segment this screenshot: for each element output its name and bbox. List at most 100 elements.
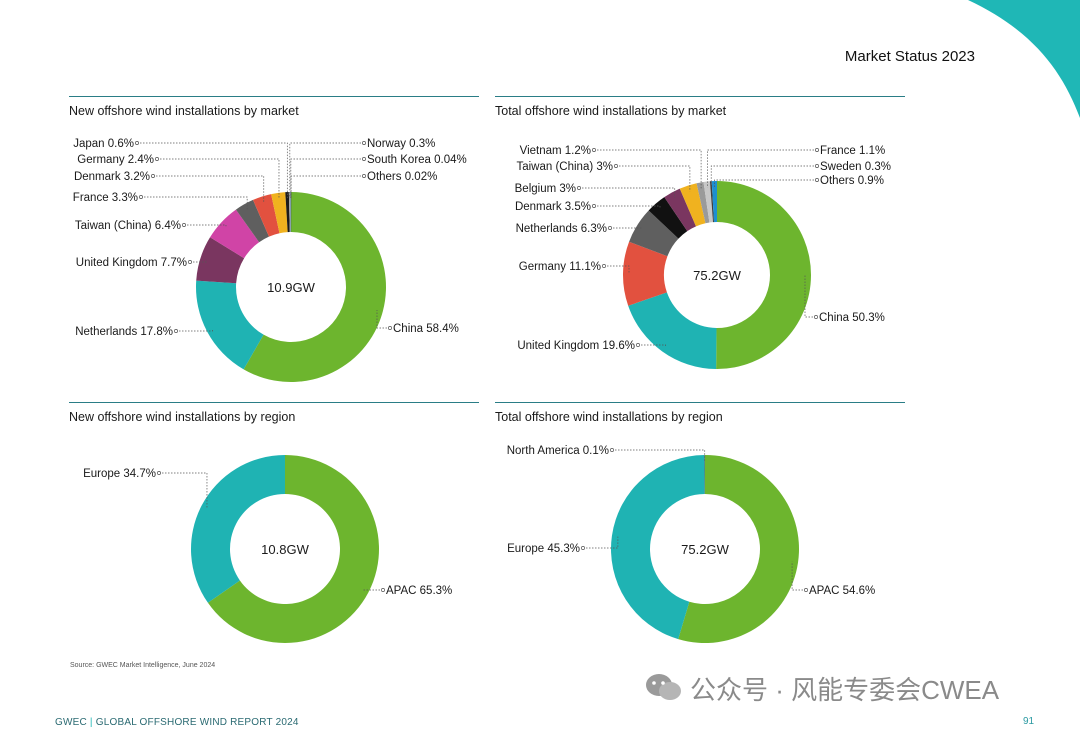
leader-line xyxy=(141,196,248,210)
slice-europe xyxy=(191,455,285,603)
source-note: Source: GWEC Market Intelligence, June 2… xyxy=(70,662,216,669)
slice-germany xyxy=(623,241,668,306)
page-header-title: Market Status 2023 xyxy=(844,48,975,65)
leader-dot xyxy=(139,195,143,199)
slice-japan xyxy=(285,192,290,233)
leader-line xyxy=(153,175,265,203)
leader-dot xyxy=(381,588,385,592)
data-label: France 3.3% xyxy=(73,192,138,204)
footer-separator: | xyxy=(89,717,93,728)
leader-line xyxy=(710,165,817,188)
leader-dot xyxy=(362,141,366,145)
data-label: Germany 2.4% xyxy=(77,154,154,166)
footer: GWEC | GLOBAL OFFSHORE WIND REPORT 2024 xyxy=(55,717,299,728)
leader-dot xyxy=(151,174,155,178)
leader-dot xyxy=(814,315,818,319)
leader-line xyxy=(376,309,390,329)
slice-north-america xyxy=(704,455,705,495)
leader-dot xyxy=(592,148,596,152)
data-label: Taiwan (China) 6.4% xyxy=(75,220,181,232)
data-label: United Kingdom 19.6% xyxy=(517,340,635,352)
leader-line xyxy=(583,536,619,549)
leader-dot xyxy=(135,141,139,145)
leader-dot xyxy=(174,329,178,333)
slice-others xyxy=(711,181,717,223)
center-total-label: 75.2GW xyxy=(681,542,729,557)
leader-dot xyxy=(636,343,640,347)
leader-dot xyxy=(815,148,819,152)
slice-denmark xyxy=(648,197,688,239)
slice-netherlands xyxy=(629,210,679,257)
leader-line xyxy=(612,449,706,462)
leader-dot xyxy=(610,448,614,452)
center-total-label: 75.2GW xyxy=(693,268,741,283)
chart-title-new-by-market: New offshore wind installations by marke… xyxy=(69,104,299,118)
data-label: Europe 34.7% xyxy=(83,468,156,480)
panel-rule xyxy=(69,402,479,403)
data-label: Sweden 0.3% xyxy=(820,161,891,173)
data-label: Netherlands 6.3% xyxy=(516,223,607,235)
slice-norway xyxy=(288,192,291,233)
footer-report-name: GLOBAL OFFSHORE WIND REPORT 2024 xyxy=(95,717,299,728)
leader-dot xyxy=(388,326,392,330)
slice-apac xyxy=(678,455,799,643)
slice-germany xyxy=(271,192,288,234)
data-label: Europe 45.3% xyxy=(507,543,580,555)
data-label: Japan 0.6% xyxy=(73,138,134,150)
data-label: APAC 54.6% xyxy=(809,585,875,597)
leader-line xyxy=(190,259,207,263)
leader-dot xyxy=(815,164,819,168)
leader-dot xyxy=(157,471,161,475)
leader-dot xyxy=(614,164,618,168)
slice-taiwan-china xyxy=(679,183,706,227)
leader-dot xyxy=(577,186,581,190)
chart-title-new-by-region: New offshore wind installations by regio… xyxy=(69,410,296,424)
slice-europe xyxy=(610,455,705,640)
slice-united-kingdom xyxy=(196,237,245,284)
data-label: China 50.3% xyxy=(819,312,885,324)
leader-line xyxy=(290,175,364,199)
slice-france xyxy=(235,199,269,243)
data-label: Norway 0.3% xyxy=(367,138,435,150)
slice-united-kingdom xyxy=(628,292,717,369)
wechat-icon xyxy=(646,674,681,700)
watermark-text: 公众号 · 风能专委会CWEA xyxy=(690,675,1000,705)
slice-china xyxy=(243,191,387,383)
slice-belgium xyxy=(664,188,697,232)
data-label: South Korea 0.04% xyxy=(367,154,467,166)
center-total-label: 10.9GW xyxy=(267,280,315,295)
leader-dot xyxy=(362,174,366,178)
panel-rule xyxy=(69,96,479,97)
slice-china xyxy=(716,181,812,370)
page-number: 91 xyxy=(1023,716,1035,727)
leader-line xyxy=(176,328,213,332)
leader-line xyxy=(604,265,630,274)
data-label: China 58.4% xyxy=(393,323,459,335)
data-label: Belgium 3% xyxy=(515,183,576,195)
data-label: Vietnam 1.2% xyxy=(520,145,591,157)
data-label: Taiwan (China) 3% xyxy=(516,161,613,173)
leader-dot xyxy=(592,204,596,208)
slice-netherlands xyxy=(196,280,264,370)
center-total-label: 10.8GW xyxy=(261,542,309,557)
leader-dot xyxy=(155,157,159,161)
leader-dot xyxy=(815,178,819,182)
leader-line xyxy=(137,142,288,199)
leader-line xyxy=(594,205,661,208)
chart-title-total-by-market: Total offshore wind installations by mar… xyxy=(495,104,727,118)
leader-line xyxy=(289,142,364,199)
panel-rule xyxy=(495,402,905,403)
chart-title-total-by-region: Total offshore wind installations by reg… xyxy=(495,410,723,424)
slice-taiwan-china xyxy=(210,209,260,259)
data-label: Netherlands 17.8% xyxy=(75,326,173,338)
leader-line xyxy=(579,187,676,198)
leader-dot xyxy=(188,260,192,264)
leader-line xyxy=(594,149,702,189)
data-label: Others 0.9% xyxy=(820,175,884,187)
panel-rule xyxy=(495,96,905,97)
